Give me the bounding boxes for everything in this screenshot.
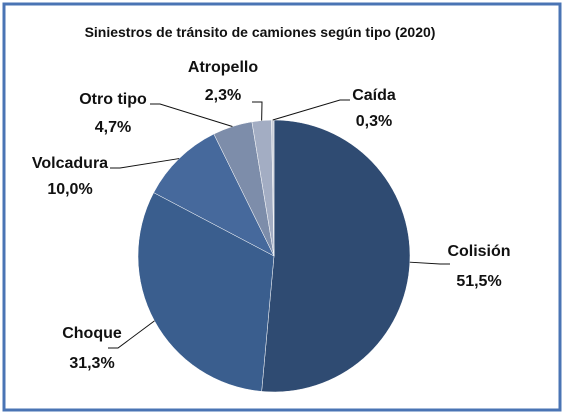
value-label: 0,3% <box>356 113 392 130</box>
chart-title: Siniestros de tránsito de camiones según… <box>84 24 436 40</box>
frame <box>2 2 562 412</box>
slice-label: Caída <box>352 87 396 104</box>
leader-line <box>272 99 350 121</box>
pie-slice <box>261 119 411 393</box>
value-label: 51,5% <box>456 273 501 290</box>
leader-line <box>409 261 450 265</box>
leader-line <box>108 320 155 349</box>
slice-label: Atropello <box>188 59 258 76</box>
value-label: 31,3% <box>69 355 114 372</box>
slice-label: Colisión <box>447 243 510 260</box>
slice-label: Volcadura <box>32 155 108 172</box>
pie-slice <box>153 133 275 257</box>
value-label: 2,3% <box>205 87 241 104</box>
leader-line <box>150 103 233 127</box>
slice-label: Choque <box>62 325 122 342</box>
value-label: 10,0% <box>47 181 92 198</box>
leader-line <box>252 101 263 121</box>
value-label: 4,7% <box>95 119 131 136</box>
leader-line <box>110 158 180 169</box>
slice-label: Otro tipo <box>79 91 147 108</box>
